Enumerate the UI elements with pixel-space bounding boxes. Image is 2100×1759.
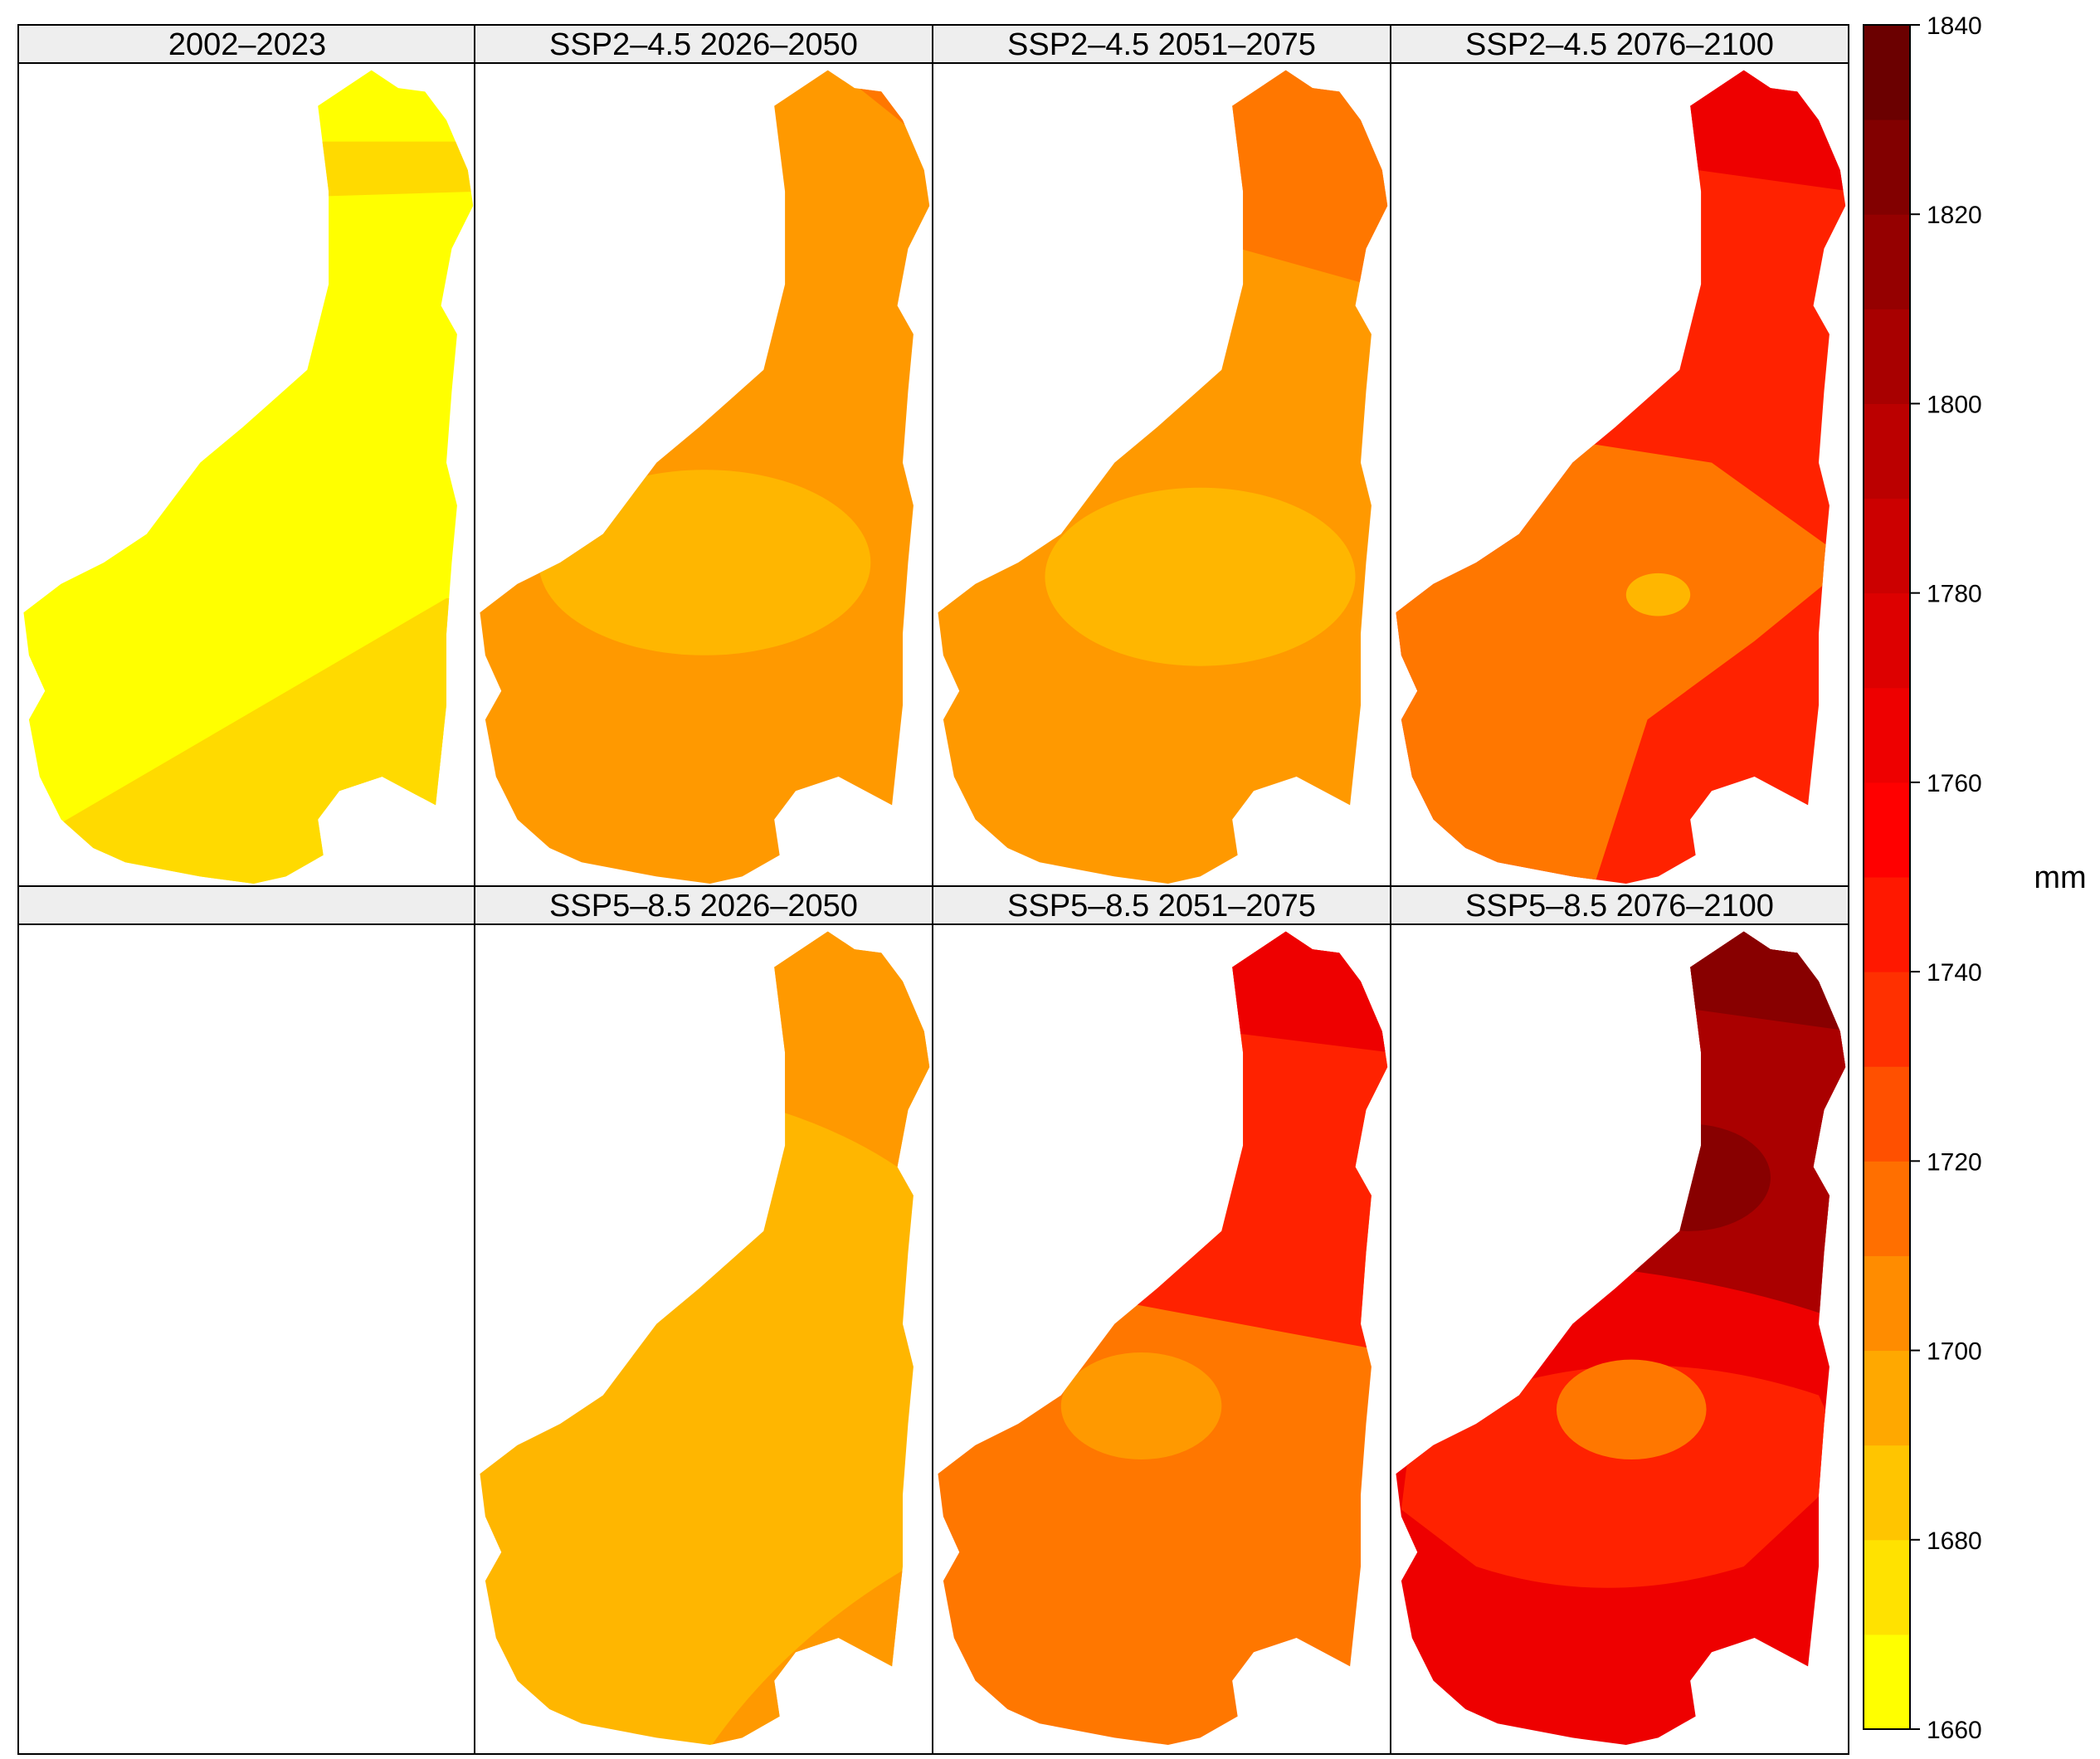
panel-title: SSP5–8.5 2076–2100 <box>1465 889 1774 923</box>
map-panel: SSP2–4.5 2026–2050 <box>474 24 933 894</box>
legend-swatch <box>1864 877 1910 972</box>
legend-swatch <box>1864 972 1910 1067</box>
panel-strip <box>17 885 477 925</box>
legend-tick-label: 1680 <box>1927 1528 1982 1555</box>
legend-tick-label: 1820 <box>1927 202 1982 229</box>
precip-zone <box>538 470 871 655</box>
legend-swatch <box>1864 1539 1910 1635</box>
panel-strip <box>474 885 933 925</box>
legend-tick-label: 1740 <box>1927 959 1982 987</box>
precip-zone <box>253 684 446 812</box>
precip-zone <box>1060 1352 1222 1459</box>
precip-zone <box>1401 1365 1846 1588</box>
legend-swatch <box>1864 1255 1910 1352</box>
precip-zone <box>1045 487 1356 666</box>
legend-tick-label: 1840 <box>1927 12 1982 40</box>
panel-strip <box>474 24 933 64</box>
map-panel: SSP5–8.5 2076–2100 <box>1390 885 1849 1755</box>
panel-strip <box>17 24 477 64</box>
legend-swatch <box>1864 1445 1910 1541</box>
map-panel: SSP5–8.5 2051–2075 <box>932 885 1391 1755</box>
legend-frame <box>1863 24 1911 1730</box>
panel-strip <box>932 24 1391 64</box>
legend-unit-label: mm <box>2034 860 2086 895</box>
panel-title: SSP5–8.5 2051–2075 <box>1007 889 1316 923</box>
map-panels: 2002–2023 SSP2–4.5 2026–2050 SSP2–4.5 2051… <box>17 24 1849 1755</box>
panel-title: SSP5–8.5 2026–2050 <box>549 889 858 923</box>
legend-tick-label: 1660 <box>1927 1717 1982 1744</box>
legend-swatch <box>1864 1634 1910 1730</box>
precip-zone <box>1556 1359 1707 1459</box>
legend-swatch <box>1864 498 1910 594</box>
map-panel: SSP2–4.5 2076–2100 <box>1390 24 1849 894</box>
legend-swatch <box>1864 592 1910 689</box>
map-panel <box>17 885 477 1755</box>
legend-tick-label: 1760 <box>1927 770 1982 797</box>
legend-swatch <box>1864 1066 1910 1162</box>
legend-swatch <box>1864 309 1910 404</box>
color-legend: 1660 1680 1700 1720 1740 1760 1780 1800 1820 1840 <box>1863 12 1982 1744</box>
legend-swatch <box>1864 687 1910 783</box>
legend-swatch <box>1864 1350 1910 1446</box>
map-panel: 2002–2023 <box>17 24 477 894</box>
legend-tick-label: 1780 <box>1927 581 1982 608</box>
panel-title: 2002–2023 <box>168 27 326 62</box>
panel-strip <box>1390 885 1849 925</box>
panel-title: SSP2–4.5 2051–2075 <box>1007 27 1316 62</box>
legend-swatch <box>1864 119 1910 215</box>
legend-swatch <box>1864 214 1910 309</box>
panel-title: SSP2–4.5 2076–2100 <box>1465 27 1774 62</box>
legend-swatch <box>1864 25 1910 120</box>
legend-tick-label: 1720 <box>1927 1148 1982 1176</box>
legend-tick-label: 1700 <box>1927 1338 1982 1366</box>
precip-zone <box>1625 573 1691 616</box>
legend-swatch <box>1864 1161 1910 1256</box>
panel-title: SSP2–4.5 2026–2050 <box>549 27 858 62</box>
map-panel: SSP5–8.5 2026–2050 <box>474 885 933 1755</box>
panel-map-area <box>17 923 477 1755</box>
legend-tick-label: 1800 <box>1927 391 1982 418</box>
panel-strip <box>1390 24 1849 64</box>
legend-swatch <box>1864 403 1910 499</box>
map-panel: SSP2–4.5 2051–2075 <box>932 24 1391 894</box>
legend-swatch <box>1864 782 1910 878</box>
